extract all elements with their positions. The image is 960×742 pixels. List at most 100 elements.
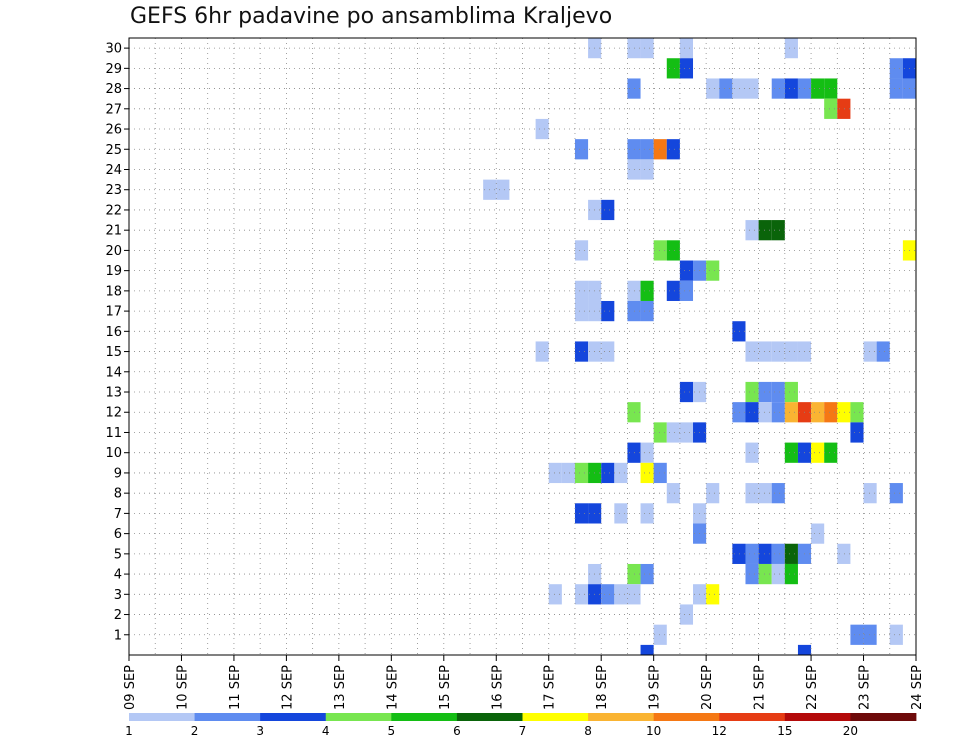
heatmap-cell <box>889 78 903 99</box>
heatmap-cell <box>745 543 759 564</box>
heatmap-cell <box>784 341 798 362</box>
heatmap-cell <box>771 483 785 504</box>
heatmap-cell <box>679 260 694 281</box>
y-tick-label: 16 <box>105 325 122 340</box>
y-tick-label: 18 <box>105 284 122 299</box>
heatmap-cell <box>614 584 628 605</box>
colorbar-label: 15 <box>777 724 792 738</box>
x-tick-label: 18 SEP <box>595 665 610 710</box>
heatmap-cell <box>758 483 772 504</box>
heatmap-cell <box>601 462 615 484</box>
y-tick-label: 23 <box>105 183 122 198</box>
heatmap-cell <box>758 381 772 403</box>
heatmap-cell <box>732 78 746 99</box>
y-tick-label: 6 <box>114 527 122 542</box>
heatmap-cell <box>679 604 694 625</box>
x-tick-label: 21 SEP <box>753 665 768 710</box>
heatmap-cell <box>745 381 759 403</box>
x-tick-label: 19 SEP <box>648 665 663 710</box>
colorbar-swatch <box>456 713 523 721</box>
heatmap-cell <box>784 38 798 59</box>
heatmap-cell <box>850 422 864 443</box>
heatmap-cell <box>574 280 589 301</box>
heatmap-cell <box>863 341 877 362</box>
y-tick-label: 28 <box>105 82 122 97</box>
x-tick-label: 14 SEP <box>385 665 400 710</box>
heatmap-cell <box>745 220 759 241</box>
heatmap-cell <box>601 341 615 362</box>
heatmap-cell <box>876 341 890 362</box>
heatmap-cell <box>745 563 759 585</box>
heatmap-cell <box>706 78 720 99</box>
heatmap-cell <box>771 563 785 585</box>
heatmap-cell <box>627 300 641 322</box>
heatmap-cell <box>653 462 667 484</box>
heatmap-cell <box>758 341 772 362</box>
heatmap-cell <box>601 584 615 605</box>
colorbar-swatch <box>784 713 851 721</box>
plot-frame <box>128 37 917 656</box>
heatmap-cell <box>653 139 667 160</box>
heatmap-cell <box>601 300 615 322</box>
heatmap-cell <box>535 118 549 140</box>
y-tick-label: 10 <box>105 446 122 461</box>
heatmap-cell <box>745 442 759 463</box>
heatmap-cell <box>679 381 694 403</box>
heatmap-cell <box>653 422 667 443</box>
colorbar-swatch <box>719 713 786 721</box>
heatmap-cell <box>627 402 641 423</box>
colorbar-swatch <box>260 713 327 721</box>
colorbar-swatch <box>522 713 589 721</box>
colorbar-label: 6 <box>453 724 461 738</box>
y-tick-label: 14 <box>105 365 122 380</box>
heatmap-cell <box>574 240 589 261</box>
heatmap-cell <box>653 624 667 645</box>
colorbar-label: 7 <box>519 724 527 738</box>
grid-layer <box>129 38 916 655</box>
heatmap-cell <box>824 442 838 463</box>
heatmap-cell <box>614 503 628 524</box>
heatmap-cell <box>719 78 733 99</box>
colorbar-label: 20 <box>843 724 858 738</box>
heatmap-cell <box>548 462 562 484</box>
y-tick-label: 25 <box>105 143 122 158</box>
y-tick-label: 13 <box>105 386 122 401</box>
y-tick-label: 29 <box>105 62 122 77</box>
y-tick-label: 7 <box>114 507 122 522</box>
y-tick-label: 27 <box>105 102 122 117</box>
heatmap-cell <box>627 442 641 463</box>
x-tick-label: 12 SEP <box>280 665 295 710</box>
heatmap-cell <box>706 260 720 281</box>
heatmap-cell <box>640 139 654 160</box>
heatmap-cell <box>627 563 641 585</box>
x-tick-label: 23 SEP <box>858 665 873 710</box>
colorbar-label: 4 <box>322 724 330 738</box>
x-axis: 09 SEP 10 SEP 11 SEP 12 SEP 13 SEP 14 SEP 15 S… <box>123 655 925 710</box>
heatmap-cell <box>574 341 589 362</box>
heatmap-cell <box>535 341 549 362</box>
heatmap-cell <box>640 503 654 524</box>
x-tick-label: 22 SEP <box>805 665 820 710</box>
y-tick-label: 19 <box>105 264 122 279</box>
heatmap-cell <box>889 483 903 504</box>
heatmap-cell <box>824 98 838 119</box>
colorbar-swatch <box>850 713 917 721</box>
colorbar-label: 3 <box>256 724 264 738</box>
colorbar-label: 5 <box>388 724 396 738</box>
x-tick-label: 10 SEP <box>175 665 190 710</box>
heatmap-cell <box>627 78 641 99</box>
heatmap-cell <box>666 139 680 160</box>
heatmap-cell <box>889 624 903 645</box>
heatmap-cell <box>797 644 812 655</box>
y-tick-label: 17 <box>105 305 122 320</box>
heatmap-cell <box>679 422 694 443</box>
y-axis: 1234567891011121314151617181920212223242… <box>105 42 129 643</box>
heatmap-cell <box>627 38 641 59</box>
heatmap-cell <box>745 78 759 99</box>
heatmap-cell <box>640 442 654 463</box>
heatmap-cell <box>850 402 864 423</box>
colorbar-swatch <box>588 713 655 721</box>
heatmap-cell <box>640 462 654 484</box>
y-tick-label: 11 <box>105 426 122 441</box>
